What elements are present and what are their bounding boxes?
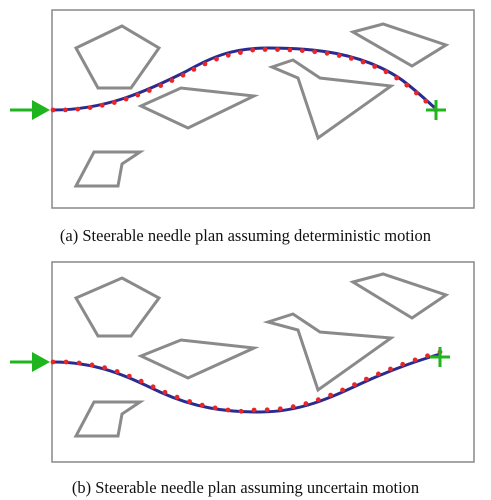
sample-dot xyxy=(191,67,197,72)
sample-dot xyxy=(238,408,244,414)
sample-dot xyxy=(364,376,369,382)
sample-dot xyxy=(114,369,120,374)
sample-dot xyxy=(336,53,342,58)
sample-dot xyxy=(87,105,93,110)
sample-dot xyxy=(225,52,231,58)
sample-dot xyxy=(251,407,257,413)
sample-dot xyxy=(75,106,81,112)
sample-dot xyxy=(312,49,318,55)
sample-dot xyxy=(290,404,296,410)
sample-dot xyxy=(123,96,129,102)
sample-dot xyxy=(225,407,231,413)
sample-dot xyxy=(414,90,419,96)
obstacle xyxy=(267,58,396,141)
sample-dot xyxy=(76,360,82,366)
obstacle xyxy=(137,86,260,130)
sample-dot xyxy=(388,366,393,372)
sample-dot xyxy=(158,83,164,88)
sample-dot xyxy=(150,384,156,390)
sample-dot xyxy=(99,102,105,108)
sample-dot xyxy=(425,353,430,359)
sample-dot xyxy=(135,92,141,98)
sample-dot xyxy=(264,407,270,413)
sample-dot xyxy=(404,82,410,88)
arrow-head xyxy=(32,100,50,120)
sample-dot xyxy=(328,392,333,398)
obstacles xyxy=(73,272,450,438)
sample-dot xyxy=(138,378,144,384)
sample-dot xyxy=(169,78,175,83)
sample-dot xyxy=(187,399,193,404)
sample-dot xyxy=(162,389,168,395)
sample-points xyxy=(50,47,438,113)
sample-dot xyxy=(238,50,243,55)
sample-dot xyxy=(89,362,95,368)
sample-dot xyxy=(212,405,218,411)
caption-b: (b) Steerable needle plan assuming uncer… xyxy=(71,478,420,497)
plan-diagram-a xyxy=(10,9,475,209)
sample-dot xyxy=(340,387,345,393)
sample-dot xyxy=(360,59,366,65)
sample-dot xyxy=(315,397,321,403)
sample-dot xyxy=(423,98,429,104)
sample-dot xyxy=(412,357,418,363)
sample-dot xyxy=(202,61,208,67)
sample-dot xyxy=(275,47,280,52)
sample-dot xyxy=(348,56,354,61)
sample-points xyxy=(50,349,443,414)
sample-dot xyxy=(324,50,330,56)
sample-dot xyxy=(352,382,357,387)
sample-dot xyxy=(63,107,68,113)
sample-dot xyxy=(174,394,180,400)
arrow-head xyxy=(32,352,50,372)
start-arrow xyxy=(10,352,50,372)
sample-dot xyxy=(63,359,69,365)
sample-dot xyxy=(126,373,132,379)
sample-dot xyxy=(250,47,256,53)
sample-dot xyxy=(383,69,389,75)
obstacle xyxy=(137,338,260,380)
sample-dot xyxy=(299,48,305,53)
sample-dot xyxy=(400,361,406,367)
sample-dot xyxy=(287,47,293,53)
goal-marker xyxy=(430,347,450,367)
sample-dot xyxy=(50,107,56,113)
obstacles xyxy=(73,22,450,188)
sample-dot xyxy=(376,371,381,377)
obstacle xyxy=(73,24,162,90)
sample-dot xyxy=(303,401,309,406)
goal-marker xyxy=(426,100,446,120)
sample-dot xyxy=(262,47,268,52)
sample-dot xyxy=(199,402,205,408)
start-arrow xyxy=(10,100,50,120)
sample-dot xyxy=(277,406,283,412)
panel-deterministic: (a) Steerable needle plan assuming deter… xyxy=(10,9,475,245)
workspace-frame xyxy=(51,9,475,209)
obstacle xyxy=(73,150,145,188)
planned-path xyxy=(52,352,441,414)
sample-dot xyxy=(394,75,400,81)
sample-dot xyxy=(50,359,56,365)
panel-uncertain: (b) Steerable needle plan assuming uncer… xyxy=(0,250,491,500)
obstacle xyxy=(262,312,396,393)
sample-dot xyxy=(102,365,107,371)
sample-dot xyxy=(111,100,117,105)
obstacle xyxy=(73,400,145,438)
sample-dot xyxy=(372,64,378,69)
sample-dot xyxy=(180,72,186,78)
obstacle xyxy=(73,276,162,338)
obstacle xyxy=(349,22,450,68)
sample-dot xyxy=(146,88,152,93)
sample-dot xyxy=(214,56,219,62)
caption-a: (a) Steerable needle plan assuming deter… xyxy=(59,226,432,245)
plan-diagram-b xyxy=(10,261,475,463)
obstacle xyxy=(349,272,450,320)
